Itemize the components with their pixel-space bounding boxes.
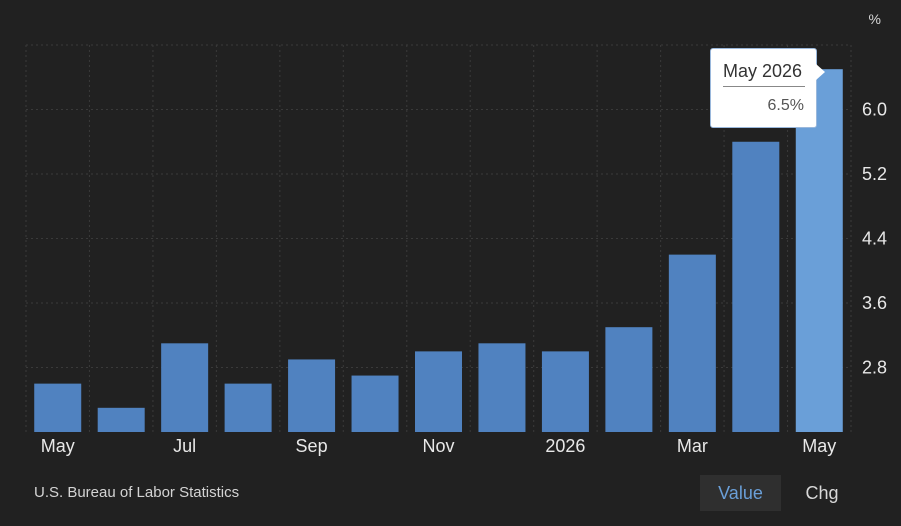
source-label: U.S. Bureau of Labor Statistics bbox=[34, 484, 240, 501]
bars-group bbox=[34, 69, 843, 432]
tooltip-title: May 2026 bbox=[723, 61, 805, 87]
bar-aug-3[interactable] bbox=[224, 383, 272, 432]
bar-chart: May Jul Sep Nov 2026 Mar May 2.8 3.6 4.4 5.2 6.0 % bbox=[25, 11, 887, 456]
y-tick-label: 3.6 bbox=[862, 293, 887, 313]
chg-toggle-button[interactable]: Chg bbox=[805, 483, 839, 503]
bar-mar-10[interactable] bbox=[668, 254, 716, 432]
bar-feb-9[interactable] bbox=[605, 327, 653, 432]
y-tick-label: 2.8 bbox=[862, 358, 887, 378]
bar-dec-7[interactable] bbox=[478, 343, 526, 432]
x-tick-label: 2026 bbox=[545, 436, 585, 456]
x-tick-label: May bbox=[41, 436, 75, 456]
bar-jul-2[interactable] bbox=[161, 343, 209, 432]
y-tick-label: 6.0 bbox=[862, 100, 887, 120]
bar-oct-5[interactable] bbox=[351, 375, 399, 432]
bar-may-0[interactable] bbox=[34, 383, 82, 432]
bar-sep-4[interactable] bbox=[288, 359, 336, 432]
bar-may-12[interactable] bbox=[795, 69, 843, 432]
x-axis-labels: May Jul Sep Nov 2026 Mar May bbox=[41, 436, 837, 456]
x-tick-label: Nov bbox=[422, 436, 454, 456]
bar-jun-1[interactable] bbox=[97, 407, 145, 432]
bar-nov-6[interactable] bbox=[415, 351, 462, 432]
y-axis-labels: 2.8 3.6 4.4 5.2 6.0 bbox=[862, 100, 887, 378]
bar-apr-11[interactable] bbox=[732, 141, 780, 432]
x-tick-label: Sep bbox=[296, 436, 328, 456]
bar-2026-8[interactable] bbox=[541, 351, 589, 432]
y-tick-label: 5.2 bbox=[862, 164, 887, 184]
value-toggle-button[interactable]: Value bbox=[700, 475, 781, 511]
y-axis-unit-label: % bbox=[869, 11, 881, 27]
x-tick-label: Mar bbox=[677, 436, 708, 456]
x-tick-label: May bbox=[802, 436, 836, 456]
data-tooltip: May 2026 6.5% bbox=[710, 48, 825, 128]
x-tick-label: Jul bbox=[173, 436, 196, 456]
y-tick-label: 4.4 bbox=[862, 229, 887, 249]
tooltip-value: 6.5% bbox=[767, 97, 804, 114]
